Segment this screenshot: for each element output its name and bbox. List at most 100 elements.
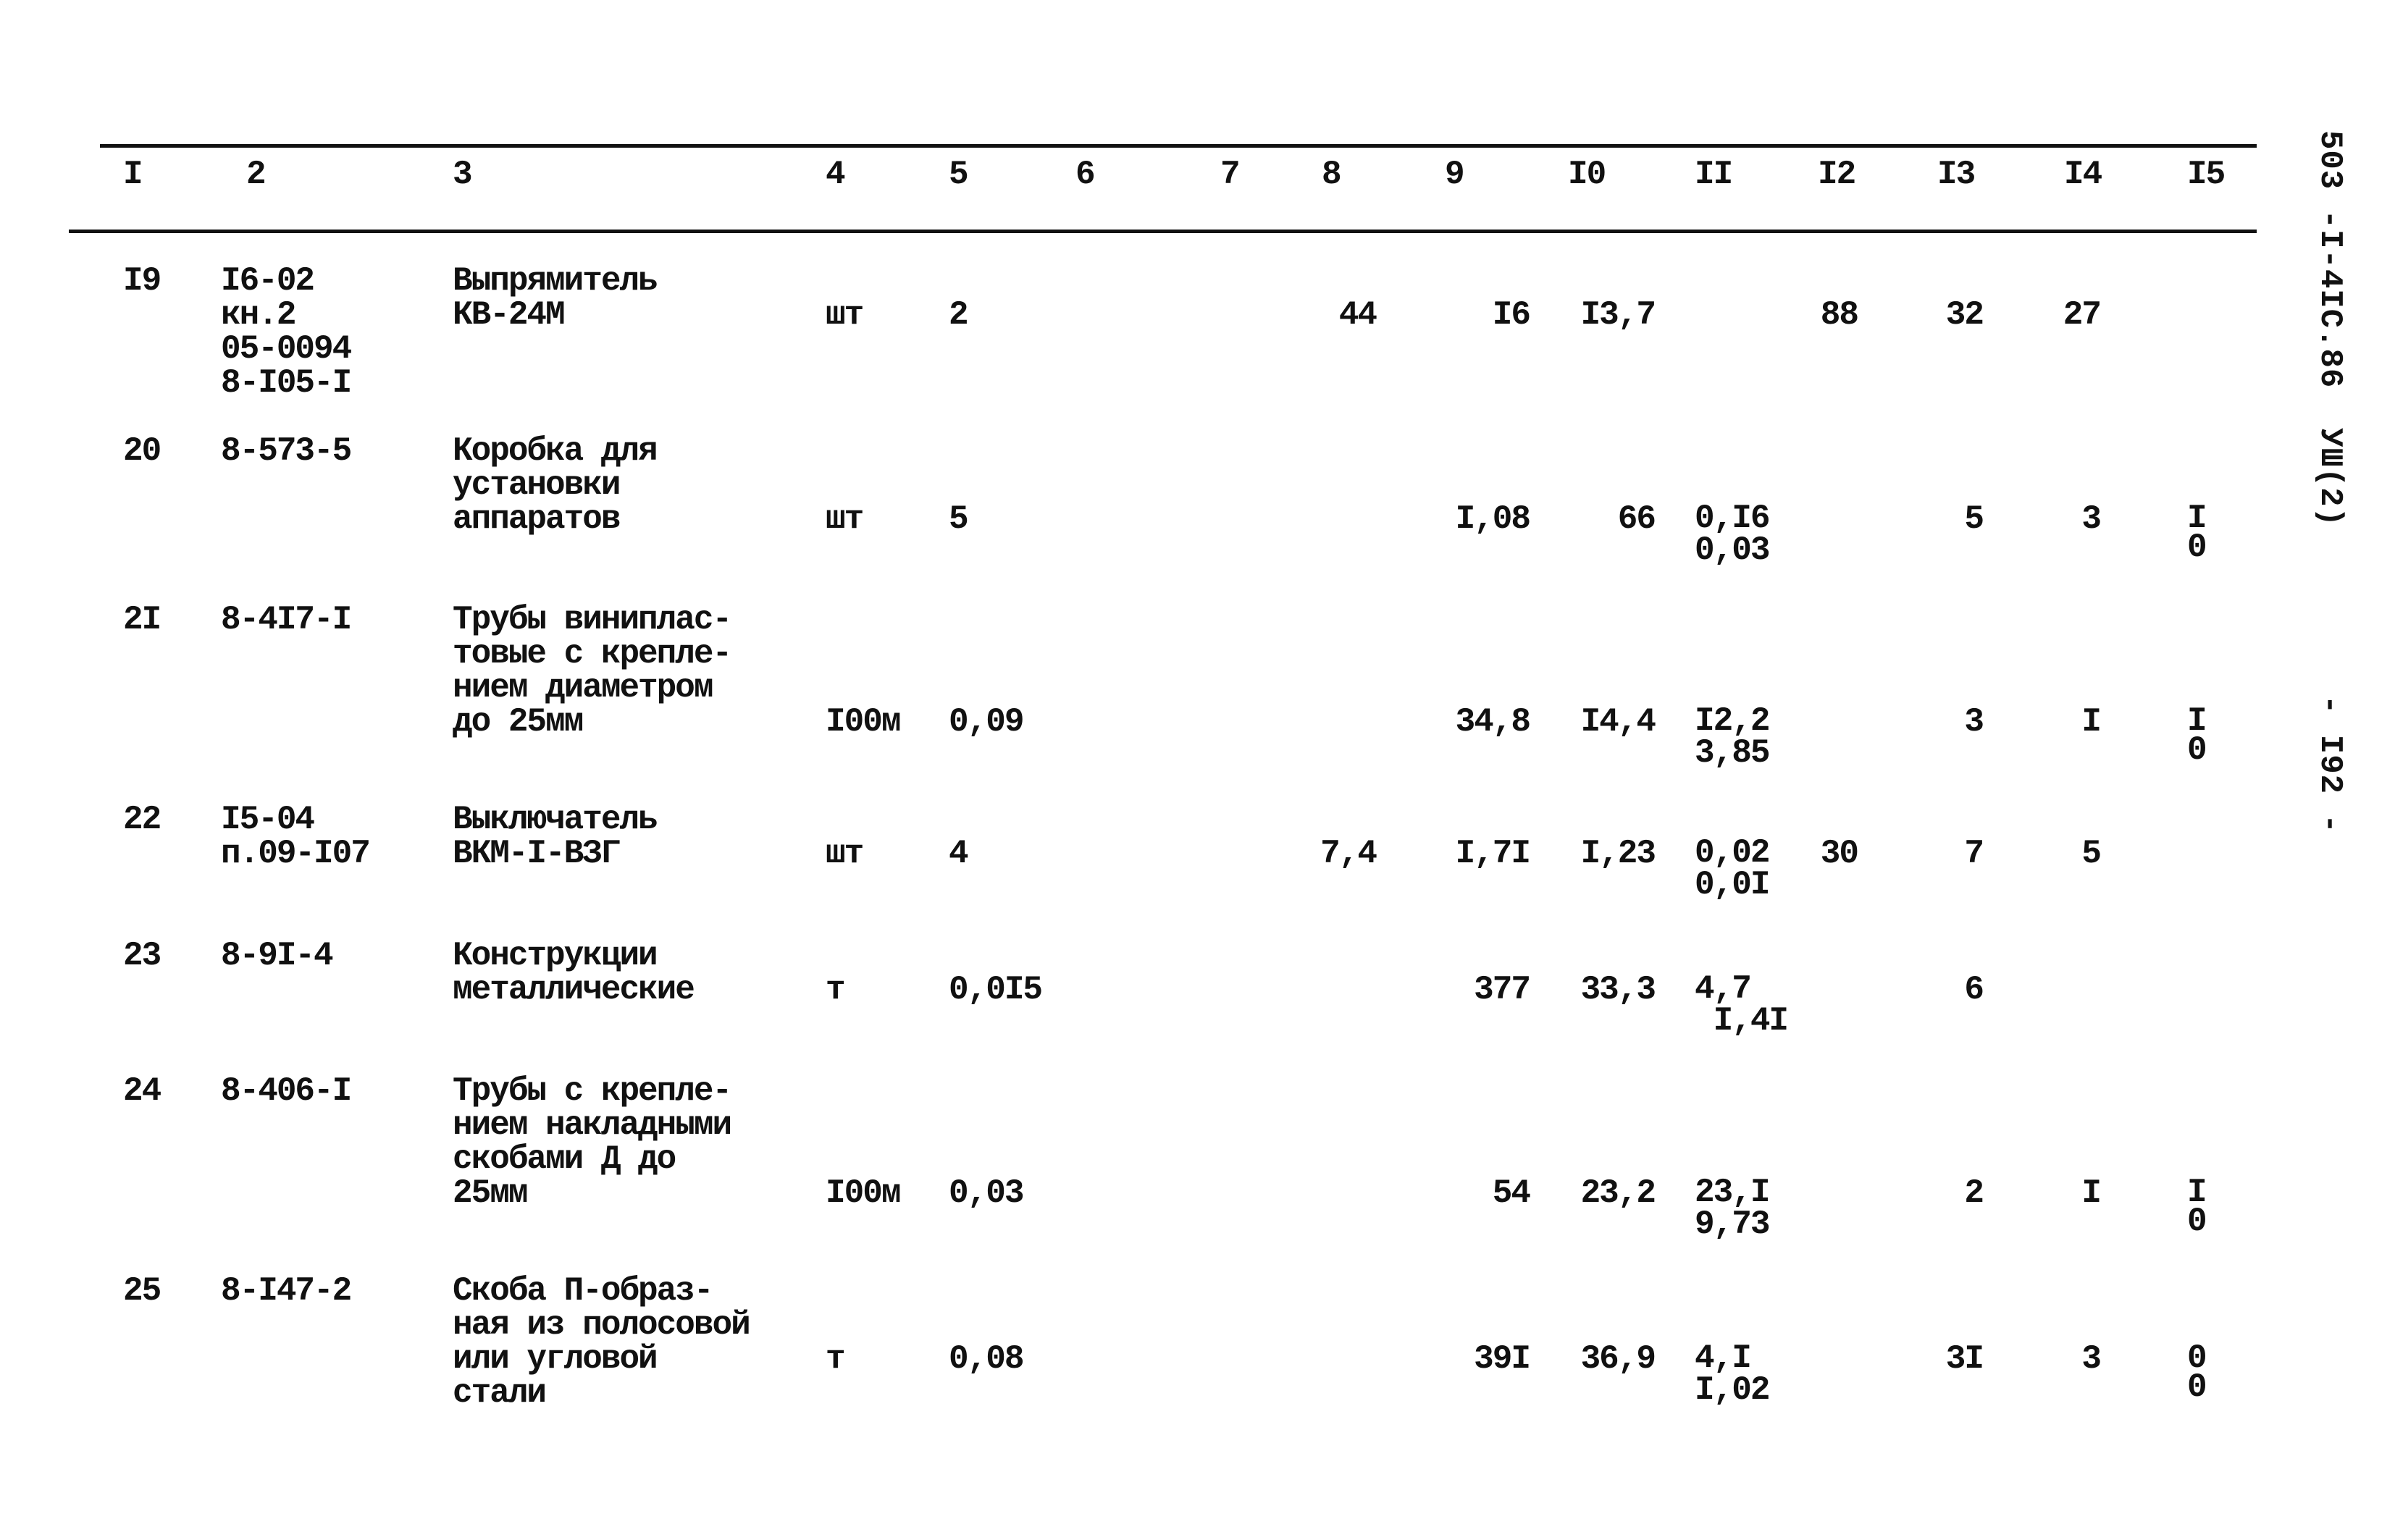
column-header-2: 2 xyxy=(246,156,267,193)
value-c9: I,08 xyxy=(1455,500,1531,538)
value-c15: I xyxy=(2187,1174,2207,1211)
item-name: аппаратов xyxy=(453,500,621,538)
item-name: металлические xyxy=(453,971,695,1009)
rate-code: 05-0094 xyxy=(221,330,352,368)
value-c8: 7,4 xyxy=(1320,835,1377,872)
value-c14: 3 xyxy=(2081,500,2102,538)
value-c11: 0,02 xyxy=(1695,834,1770,872)
value-c11: I,02 xyxy=(1695,1371,1770,1409)
value-c12: 30 xyxy=(1820,835,1859,872)
value-c15: I xyxy=(2187,702,2207,740)
value-c11: 4,I xyxy=(1695,1339,1752,1377)
column-header-4: 4 xyxy=(826,156,846,193)
unit: т xyxy=(826,1340,846,1378)
document-code: 503 -I-4IC.86 УШ(2) xyxy=(2312,130,2348,528)
quantity: 0,08 xyxy=(949,1340,1024,1378)
value-c9: 34,8 xyxy=(1455,703,1531,741)
rate-code: кн.2 xyxy=(221,296,296,334)
column-header-5: 5 xyxy=(949,156,969,193)
item-name: ВКМ-I-ВЗГ xyxy=(453,835,621,872)
item-name: Скоба П-образ- xyxy=(453,1272,713,1310)
column-header-6: 6 xyxy=(1075,156,1096,193)
item-name: Трубы виниплас- xyxy=(453,601,732,639)
item-name: или угловой xyxy=(453,1340,658,1378)
rate-code: 8-I05-I xyxy=(221,364,352,402)
value-c9: 54 xyxy=(1492,1174,1531,1212)
value-c8: 44 xyxy=(1338,296,1377,334)
value-c15: 0 xyxy=(2187,1203,2207,1240)
rate-code: 8-I47-2 xyxy=(221,1272,352,1310)
value-c14: 3 xyxy=(2081,1340,2102,1378)
quantity: 4 xyxy=(949,835,969,872)
column-header-1: I xyxy=(123,156,143,193)
rate-code: 8-9I-4 xyxy=(221,937,334,975)
value-c9: 39I xyxy=(1474,1340,1531,1378)
value-c10: 36,9 xyxy=(1580,1340,1656,1378)
value-c13: 32 xyxy=(1945,296,1984,334)
value-c15: I xyxy=(2187,500,2207,537)
item-name: 25мм xyxy=(453,1174,528,1212)
column-header-3: 3 xyxy=(453,156,473,193)
row-number: I9 xyxy=(123,262,162,300)
value-c10: I3,7 xyxy=(1580,296,1656,334)
value-c15: 0 xyxy=(2187,1339,2207,1377)
unit: I00м xyxy=(826,703,901,741)
value-c15: 0 xyxy=(2187,731,2207,769)
value-c14: 5 xyxy=(2081,835,2102,872)
unit: I00м xyxy=(826,1174,901,1212)
rate-code: 8-573-5 xyxy=(221,432,352,470)
column-header-11: II xyxy=(1695,156,1733,193)
row-number: 23 xyxy=(123,937,162,975)
value-c13: 2 xyxy=(1964,1174,1984,1212)
item-name: Коробка для xyxy=(453,432,658,470)
value-c11: I,4I xyxy=(1695,1002,1789,1040)
item-name: Конструкции xyxy=(453,937,658,975)
value-c11: 9,73 xyxy=(1695,1206,1770,1243)
item-name: ная из полосовой xyxy=(453,1306,751,1344)
value-c10: 66 xyxy=(1617,500,1656,538)
unit: шт xyxy=(826,500,864,538)
value-c11: 0,0I xyxy=(1695,866,1770,904)
row-number: 24 xyxy=(123,1072,162,1110)
column-header-9: 9 xyxy=(1445,156,1465,193)
item-name: скобами Д до xyxy=(453,1140,676,1178)
column-header-15: I5 xyxy=(2187,156,2226,193)
value-c11: I2,2 xyxy=(1695,702,1770,740)
row-number: 2I xyxy=(123,601,162,639)
row-number: 20 xyxy=(123,432,162,470)
table-top-rule xyxy=(100,144,2257,148)
quantity: 0,0I5 xyxy=(949,971,1043,1009)
value-c10: I4,4 xyxy=(1580,703,1656,741)
value-c13: 6 xyxy=(1964,971,1984,1009)
quantity: 0,03 xyxy=(949,1174,1024,1212)
item-name: нием диаметром xyxy=(453,669,713,707)
value-c11: 4,7 xyxy=(1695,970,1752,1008)
value-c9: 377 xyxy=(1474,971,1531,1009)
value-c11: 3,85 xyxy=(1695,734,1770,772)
value-c11: 0,03 xyxy=(1695,531,1770,569)
value-c13: 7 xyxy=(1964,835,1984,872)
item-name: стали xyxy=(453,1374,547,1412)
rate-code: 8-4I7-I xyxy=(221,601,352,639)
column-header-7: 7 xyxy=(1220,156,1241,193)
item-name: Выпрямитель xyxy=(453,262,658,300)
value-c10: 33,3 xyxy=(1580,971,1656,1009)
value-c13: 5 xyxy=(1964,500,1984,538)
item-name: КВ-24М xyxy=(453,296,566,334)
value-c9: I,7I xyxy=(1455,835,1531,872)
quantity: 5 xyxy=(949,500,969,538)
value-c13: 3 xyxy=(1964,703,1984,741)
value-c14: I xyxy=(2081,703,2102,741)
table-header-rule xyxy=(69,230,2257,233)
value-c14: 27 xyxy=(2063,296,2102,334)
value-c11: 23,I xyxy=(1695,1174,1770,1211)
value-c10: 23,2 xyxy=(1580,1174,1656,1212)
value-c15: 0 xyxy=(2187,1368,2207,1406)
rate-code: I5-04 xyxy=(221,801,315,838)
row-number: 22 xyxy=(123,801,162,838)
value-c12: 88 xyxy=(1820,296,1859,334)
unit: шт xyxy=(826,835,864,872)
column-header-13: I3 xyxy=(1937,156,1976,193)
value-c14: I xyxy=(2081,1174,2102,1212)
item-name: нием накладными xyxy=(453,1106,732,1144)
